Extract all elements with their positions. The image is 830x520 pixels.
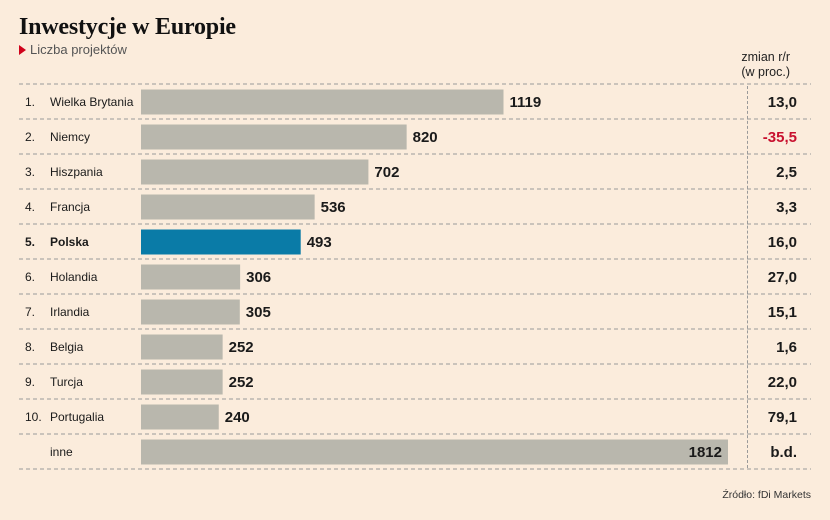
yoy-column-header: zmian r/r (w proc.) [741,50,790,80]
yoy-header-line1: zmian r/r [741,50,790,64]
value-label: 1119 [510,94,542,111]
yoy-value: 16,0 [768,234,797,251]
country-label: Hiszpania [50,165,103,179]
bar [141,334,223,360]
bar [141,439,728,465]
country-label: Portugalia [50,410,104,424]
country-label: Irlandia [50,305,90,319]
country-label: Polska [50,235,89,249]
yoy-value: 1,6 [776,339,797,356]
rank-label: 8. [25,340,35,354]
rank-label: 3. [25,165,35,179]
triangle-marker-icon [19,45,26,55]
value-label: 702 [374,164,399,181]
source-note: Źródło: fDi Markets [722,489,811,501]
yoy-value: 22,0 [768,374,797,391]
bar [141,89,504,115]
country-label: Wielka Brytania [50,95,134,109]
subtitle-text: Liczba projektów [30,42,127,57]
value-label: 493 [307,234,332,251]
chart-subtitle: Liczba projektów [19,42,127,57]
country-label: Turcja [50,375,83,389]
value-label: 306 [246,269,271,286]
value-label: 252 [229,374,254,391]
yoy-value: 13,0 [768,94,797,111]
bar [141,264,241,290]
country-label: Holandia [50,270,98,284]
yoy-value: b.d. [770,444,797,461]
yoy-value: 15,1 [768,304,797,321]
rank-label: 4. [25,200,35,214]
rank-label: 2. [25,130,35,144]
yoy-column-divider [747,86,748,468]
bar [141,299,240,325]
yoy-value: 2,5 [776,164,797,181]
bar [141,124,407,150]
value-label: 536 [321,199,346,216]
value-label: 305 [246,304,271,321]
yoy-value: 3,3 [776,199,797,216]
yoy-header-line2: (w proc.) [741,65,790,79]
rank-label: 6. [25,270,35,284]
bar [141,229,301,255]
rank-label: 9. [25,375,35,389]
value-label: 240 [225,409,250,426]
yoy-value: -35,5 [763,129,797,146]
chart-title: Inwestycje w Europie [19,14,236,40]
rank-label: 10. [25,410,42,424]
country-label: Belgia [50,340,84,354]
rank-label: 5. [25,235,35,249]
rank-label: 1. [25,95,35,109]
value-label: 252 [229,339,254,356]
bar [141,159,369,185]
country-label: Niemcy [50,130,90,144]
country-label: Francja [50,200,90,214]
yoy-value: 27,0 [768,269,797,286]
yoy-value: 79,1 [768,409,797,426]
value-label: 820 [413,129,438,146]
country-label: inne [50,445,73,459]
bar [141,404,219,430]
bar [141,194,315,220]
value-label: 1812 [689,444,722,461]
rank-label: 7. [25,305,35,319]
bar [141,369,223,395]
